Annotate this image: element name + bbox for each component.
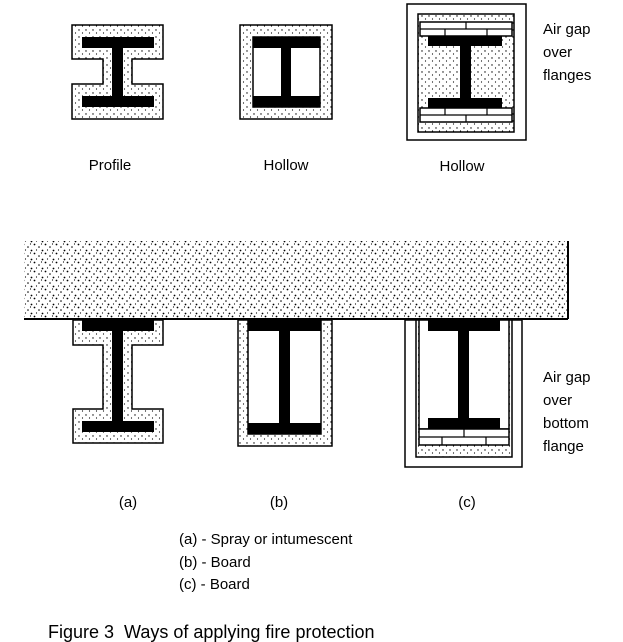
label-b: (b): [270, 494, 288, 511]
web: [458, 331, 469, 418]
bottom-flange: [82, 96, 154, 107]
top-flange: [253, 37, 320, 48]
legend-c: (c) - Board: [179, 576, 250, 593]
bottom-flange: [428, 98, 502, 108]
bottom-hollow-section: [237, 319, 333, 447]
top-hollow-airgap-section: [406, 3, 527, 141]
top-flange: [82, 320, 154, 331]
label-air-gap-bottom-1: Air gap: [543, 369, 591, 386]
label-c: (c): [458, 494, 476, 511]
figure-caption: Figure 3 Ways of applying fire protectio…: [48, 622, 375, 642]
label-air-gap-bottom-2: over: [543, 392, 572, 409]
label-a: (a): [119, 494, 137, 511]
label-air-gap-flanges-1: Air gap: [543, 21, 591, 38]
top-flange: [82, 37, 154, 48]
top-hollow-section: [239, 24, 333, 120]
label-profile: Profile: [89, 157, 132, 174]
web: [112, 331, 123, 421]
label-air-gap-bottom-3: bottom: [543, 415, 589, 432]
web: [460, 46, 471, 98]
bottom-flange: [253, 96, 320, 107]
legend-a: (a) - Spray or intumescent: [179, 531, 353, 548]
legend-b: (b) - Board: [179, 554, 251, 571]
bottom-profile-section: [72, 319, 164, 444]
label-hollow-1: Hollow: [263, 157, 308, 174]
bottom-flange: [428, 418, 500, 429]
bottom-flange: [82, 421, 154, 432]
top-flange: [428, 36, 502, 46]
bottom-flange: [248, 423, 321, 434]
web: [112, 48, 123, 96]
top-flange: [248, 320, 321, 331]
label-air-gap-bottom-4: flange: [543, 438, 584, 455]
concrete-slab: [24, 241, 569, 320]
web: [281, 48, 291, 96]
label-air-gap-flanges-2: over: [543, 44, 572, 61]
top-profile-section: [71, 24, 164, 120]
label-air-gap-flanges-3: flanges: [543, 67, 591, 84]
bottom-hollow-airgap-section: [404, 319, 523, 468]
label-hollow-2: Hollow: [439, 158, 484, 175]
slab-fill: [24, 241, 568, 319]
top-flange: [428, 320, 500, 331]
web: [279, 331, 290, 423]
